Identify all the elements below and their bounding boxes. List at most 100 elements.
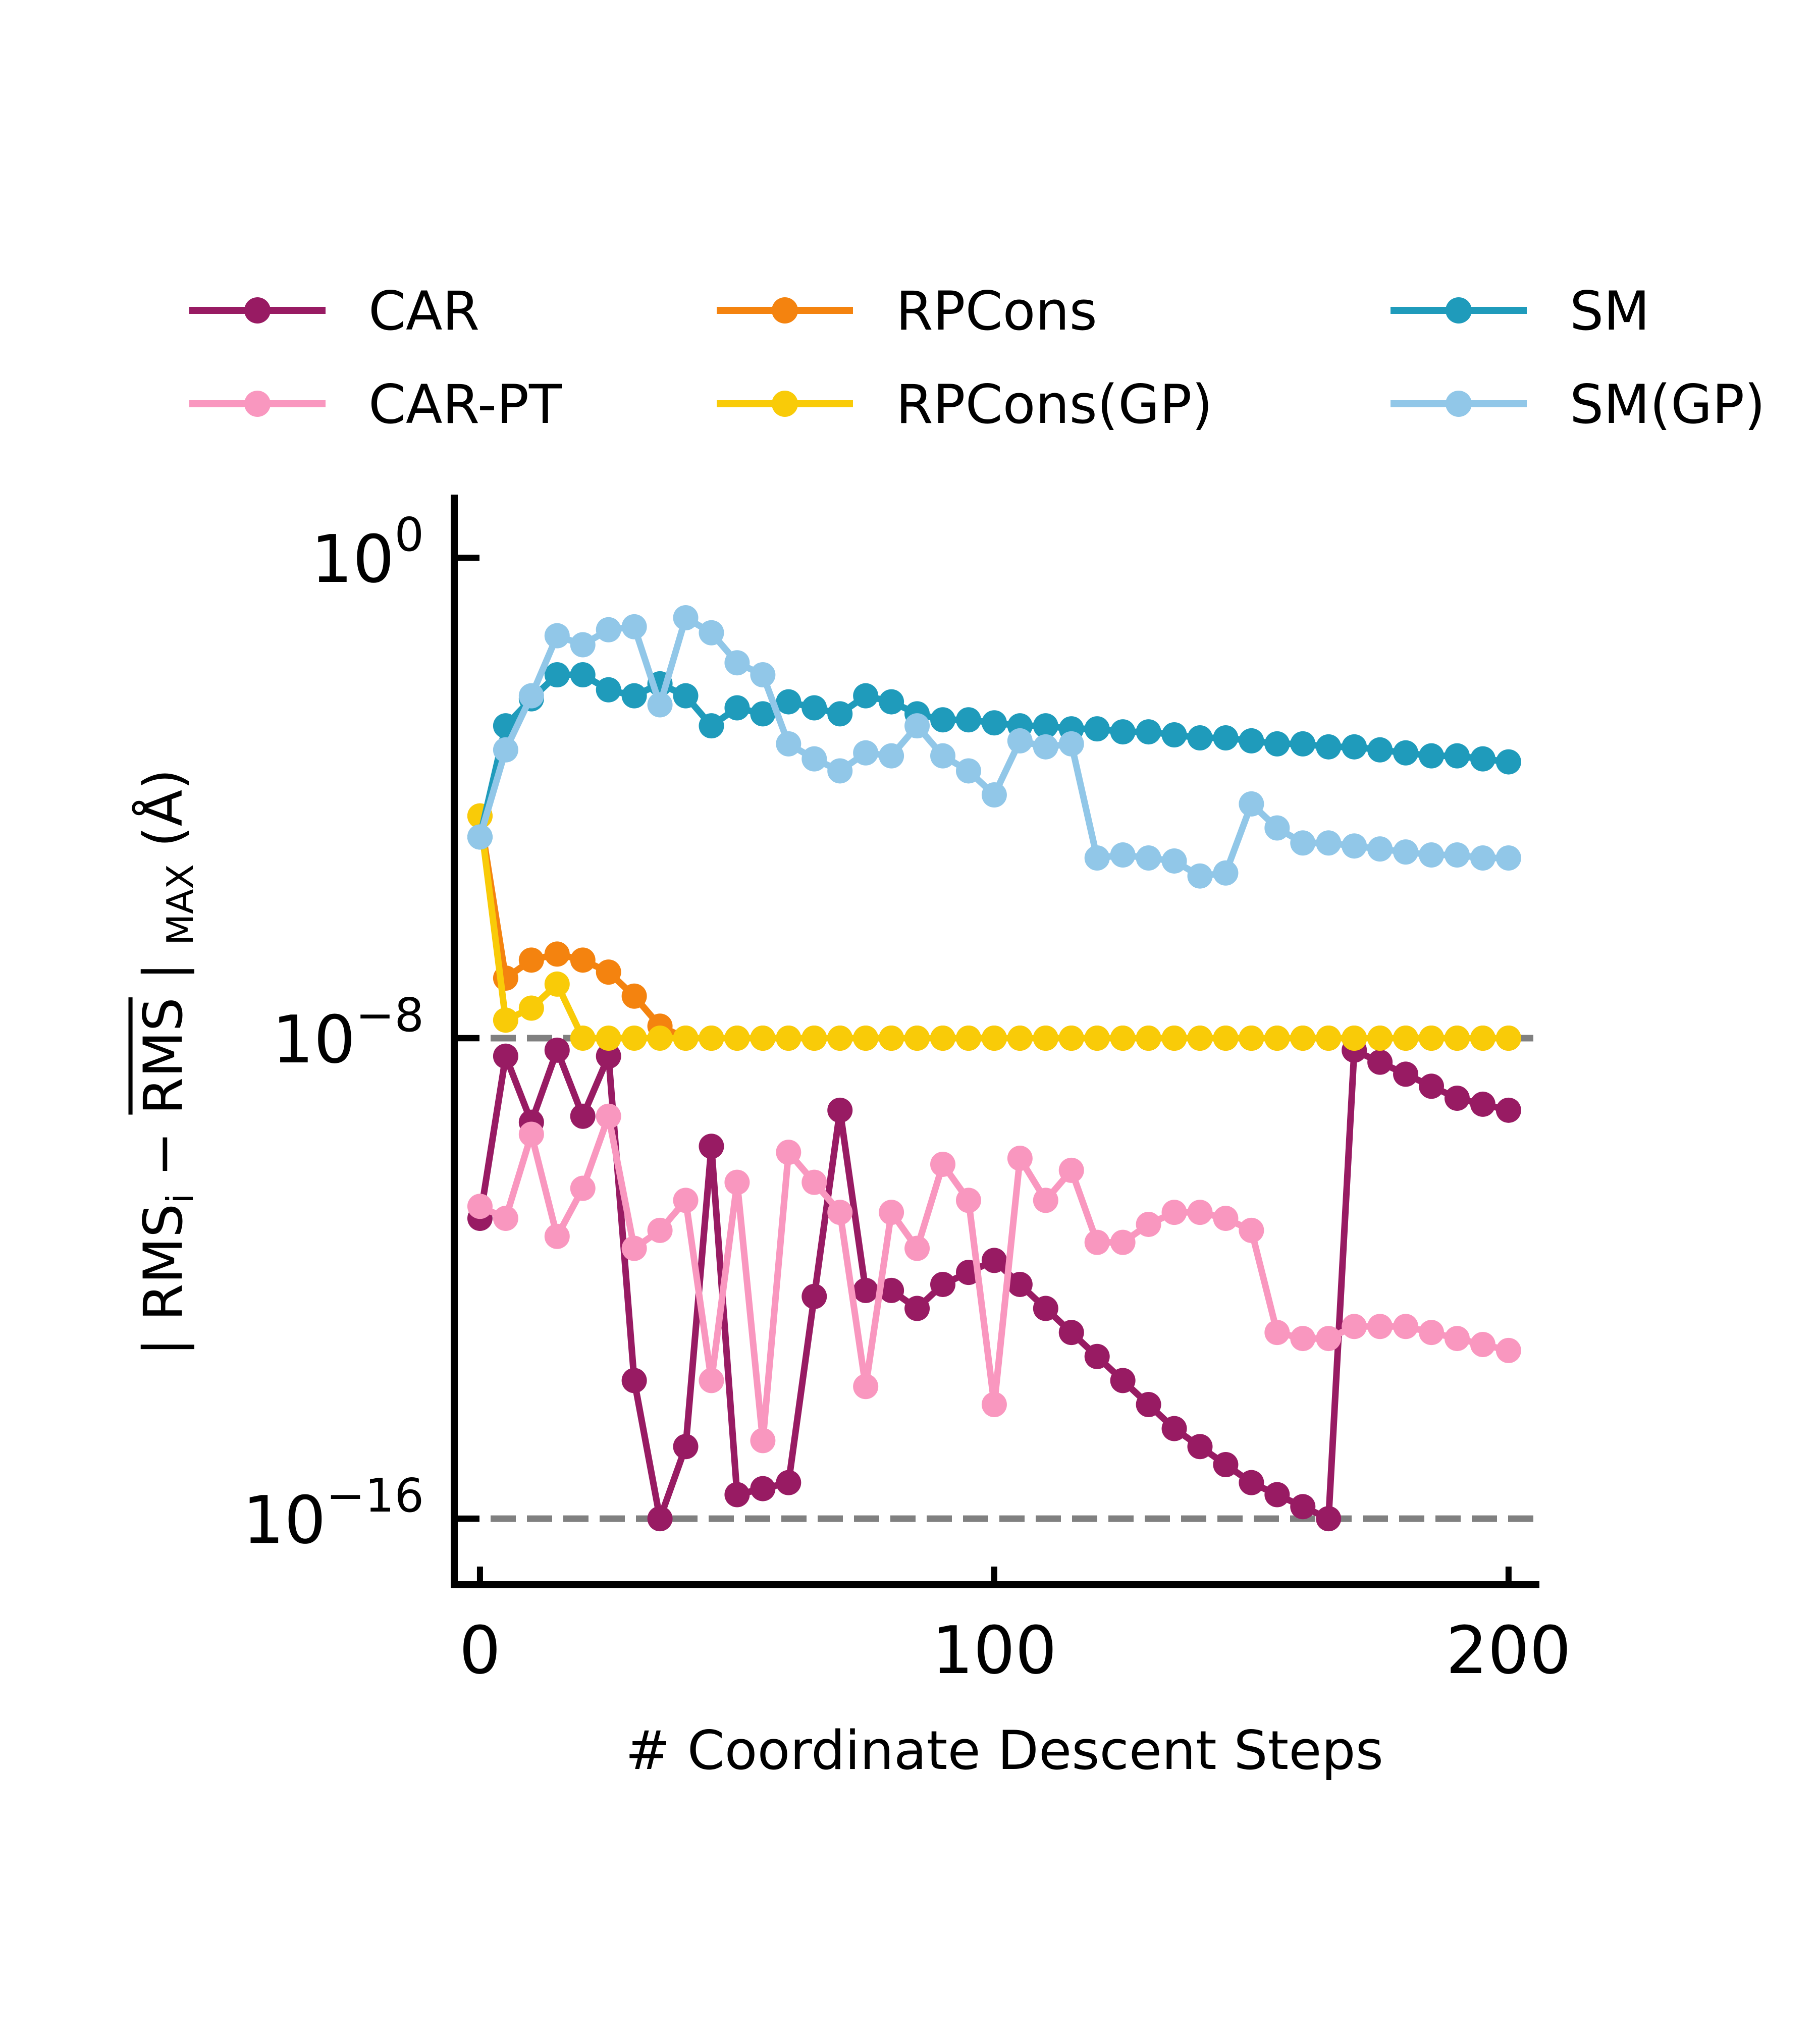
- data-point: [1213, 1206, 1239, 1231]
- data-point: [1058, 1157, 1084, 1183]
- data-point: [1161, 1026, 1187, 1051]
- data-point: [750, 701, 776, 727]
- data-point: [621, 1026, 647, 1051]
- data-point: [518, 995, 544, 1021]
- data-point: [1444, 1086, 1470, 1111]
- data-point: [776, 1470, 801, 1495]
- data-point: [879, 1026, 904, 1051]
- data-point: [647, 1026, 673, 1051]
- y-axis-label: | RMSi − RMS | MAX (Å): [132, 769, 201, 1356]
- y-axis-label-text: | RMSi − RMS | MAX (Å): [132, 769, 201, 1356]
- data-point: [981, 1026, 1007, 1051]
- data-point: [673, 605, 699, 630]
- data-point: [621, 1235, 647, 1261]
- data-point: [647, 1217, 673, 1243]
- data-point: [981, 710, 1007, 736]
- data-point: [724, 1482, 750, 1508]
- data-point: [930, 743, 956, 769]
- data-point: [493, 1007, 518, 1033]
- data-point: [1161, 848, 1187, 874]
- data-point: [1084, 845, 1110, 871]
- data-point: [544, 1037, 570, 1063]
- legend-item: SM: [1391, 280, 1650, 342]
- data-point: [493, 737, 518, 763]
- y-axis-label-minus: −: [132, 1115, 194, 1194]
- x-tick-label: 100: [932, 1612, 1057, 1689]
- data-point: [801, 1283, 827, 1309]
- data-point: [1084, 1229, 1110, 1255]
- series-group: [467, 605, 1521, 1532]
- data-point: [853, 1277, 879, 1303]
- data-point: [1033, 1188, 1058, 1213]
- data-point: [544, 662, 570, 688]
- data-point: [1187, 1026, 1213, 1051]
- data-point: [1136, 1026, 1161, 1051]
- data-point: [981, 782, 1007, 808]
- data-point: [1290, 1326, 1316, 1352]
- data-point: [699, 1134, 724, 1159]
- data-point: [801, 1169, 827, 1195]
- data-point: [570, 947, 596, 973]
- data-point: [1444, 743, 1470, 769]
- data-point: [1110, 1026, 1136, 1051]
- data-point: [596, 1026, 621, 1051]
- data-point: [981, 1391, 1007, 1417]
- legend-item: RPCons: [717, 280, 1097, 342]
- data-point: [596, 617, 621, 642]
- data-point: [1110, 842, 1136, 868]
- data-point: [801, 1026, 827, 1051]
- data-point: [1187, 863, 1213, 889]
- data-point: [673, 1434, 699, 1460]
- data-point: [827, 758, 853, 784]
- data-point: [1495, 1337, 1521, 1363]
- data-point: [1136, 1211, 1161, 1237]
- data-point: [1444, 842, 1470, 868]
- data-point: [1470, 1091, 1495, 1117]
- data-point: [596, 959, 621, 985]
- x-axis-label: # Coordinate Descent Steps: [625, 1719, 1383, 1782]
- data-point: [1419, 1026, 1445, 1051]
- data-point: [544, 623, 570, 649]
- legend-label: RPCons: [896, 280, 1097, 342]
- legend-swatch-marker: [772, 391, 798, 417]
- data-point: [827, 1026, 853, 1051]
- legend-swatch-marker: [244, 297, 271, 324]
- data-point: [1316, 830, 1342, 856]
- data-point: [570, 1026, 596, 1051]
- data-point: [1342, 1314, 1367, 1339]
- data-point: [1136, 845, 1161, 871]
- data-point: [1470, 746, 1495, 772]
- legend-swatch-marker: [1446, 391, 1472, 417]
- y-axis-label-rms-bar: RMS: [132, 997, 194, 1114]
- x-tick-label: 0: [459, 1612, 501, 1689]
- data-point: [904, 1235, 930, 1261]
- legend-item: SM(GP): [1391, 373, 1766, 436]
- data-point: [1110, 1229, 1136, 1255]
- data-point: [1495, 749, 1521, 775]
- data-point: [518, 947, 544, 973]
- data-point: [776, 1026, 801, 1051]
- data-point: [853, 1026, 879, 1051]
- data-point: [1239, 791, 1264, 817]
- data-point: [1290, 1026, 1316, 1051]
- x-ticks: 0 100 200: [459, 1567, 1571, 1689]
- data-point: [1033, 1296, 1058, 1321]
- data-point: [699, 1026, 724, 1051]
- data-point: [570, 662, 596, 688]
- data-point: [955, 758, 981, 784]
- data-point: [879, 689, 904, 715]
- plot-area: [451, 495, 1539, 1588]
- data-point: [1470, 845, 1495, 871]
- data-point: [467, 1194, 493, 1219]
- data-point: [1316, 734, 1342, 760]
- data-point: [1058, 731, 1084, 757]
- data-point: [904, 1296, 930, 1321]
- data-point: [981, 1248, 1007, 1273]
- data-point: [750, 662, 776, 688]
- data-point: [467, 824, 493, 850]
- data-point: [673, 1188, 699, 1213]
- data-point: [1444, 1026, 1470, 1051]
- data-point: [1419, 842, 1445, 868]
- data-point: [596, 1043, 621, 1069]
